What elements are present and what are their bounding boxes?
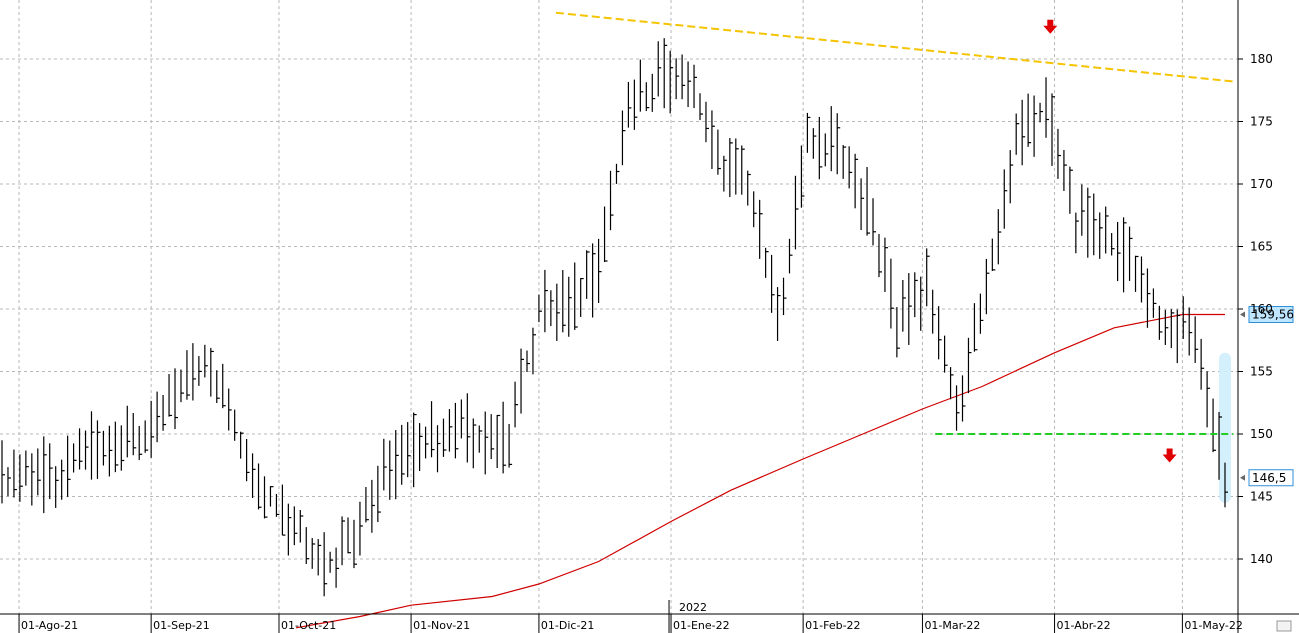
- price-label-box: [1248, 306, 1294, 323]
- x-tick-label: 01-Mar-22: [924, 619, 980, 632]
- highlight-band: [1219, 352, 1231, 503]
- price-label-text: 159,56: [1252, 308, 1294, 322]
- price-label-text: 146,5: [1252, 471, 1286, 485]
- price-pointer-icon: [1240, 311, 1245, 318]
- down-arrow-icon: [1162, 448, 1177, 463]
- y-tick-label: 145: [1250, 490, 1273, 504]
- x-tick-label: 01-Sep-21: [153, 619, 210, 632]
- x-tick-label: 01-Ene-22: [673, 619, 730, 632]
- grid-layer: [0, 0, 1238, 614]
- y-tick-label: 140: [1250, 552, 1273, 566]
- x-tick-label: 01-Nov-21: [413, 619, 470, 632]
- price-label-box: [1248, 469, 1294, 487]
- y-tick-label: 155: [1250, 365, 1273, 379]
- highlight-band-layer: [1219, 352, 1231, 503]
- y-tick-label: 180: [1250, 52, 1273, 66]
- y-tick-label: 170: [1250, 177, 1273, 191]
- x-tick-label: 01-Abr-22: [1057, 619, 1111, 632]
- moving-average-line: [295, 313, 1225, 629]
- year-label: 2022: [679, 601, 707, 614]
- x-tick-label: 01-Feb-22: [805, 619, 860, 632]
- x-tick-label: 01-Ago-21: [21, 619, 78, 632]
- y-tick-label: 165: [1250, 240, 1273, 254]
- resistance-line: [555, 11, 1234, 83]
- x-tick-label: 01-Oct-21: [281, 619, 336, 632]
- y-tick-label: 150: [1250, 427, 1273, 441]
- moving-average-layer: [295, 313, 1225, 629]
- down-arrow-icon: [1043, 19, 1058, 34]
- price-pointer-icon: [1240, 474, 1245, 481]
- x-tick-label: 01-Dic-21: [541, 619, 595, 632]
- x-tick-label: 01-May-22: [1184, 619, 1242, 632]
- y-tick-label: 160: [1250, 302, 1273, 316]
- annotation-layer: 159,56 146,5: [555, 11, 1294, 487]
- corner-icon[interactable]: [1276, 620, 1292, 632]
- price-bars-layer: [1, 38, 1228, 597]
- y-tick-label: 175: [1250, 115, 1273, 129]
